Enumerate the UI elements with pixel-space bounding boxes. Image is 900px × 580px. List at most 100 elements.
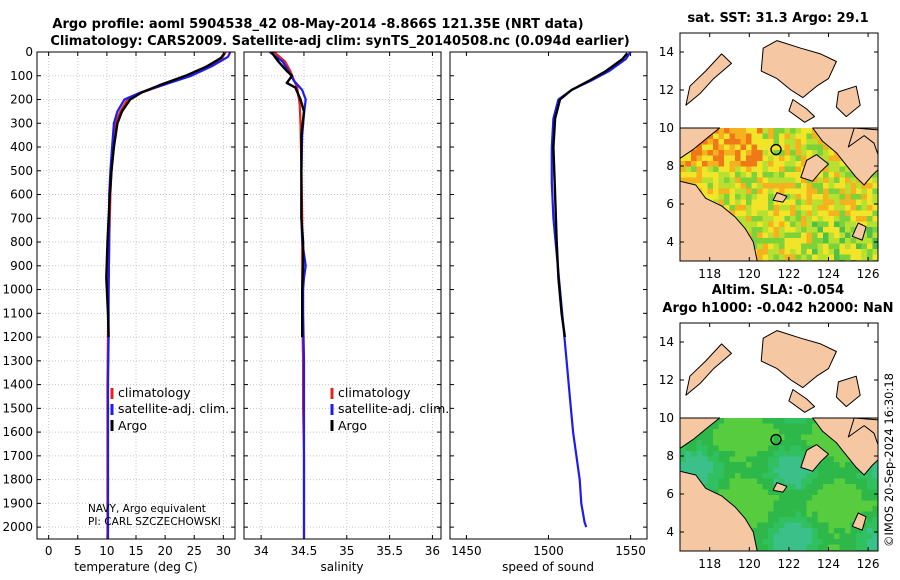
map-cell <box>751 194 758 200</box>
map-cell <box>790 133 796 140</box>
map-cell <box>691 445 697 452</box>
map-cell <box>801 128 807 134</box>
map-cell <box>790 473 796 479</box>
map-cell <box>801 473 807 479</box>
map-cell <box>806 539 813 545</box>
map-cell <box>773 254 780 261</box>
map-cell <box>823 155 829 162</box>
map-cell <box>817 144 824 151</box>
map-cell <box>872 183 878 189</box>
map-cell <box>828 473 835 479</box>
y-tick-label: 800 <box>10 235 33 249</box>
lon-tick-label: 118 <box>698 557 721 571</box>
map-field <box>680 40 878 261</box>
map-cell <box>784 188 791 195</box>
map-cell <box>872 528 878 534</box>
map-cell <box>867 506 873 512</box>
map-cell <box>779 172 785 178</box>
map-cell <box>861 199 868 206</box>
map-cell <box>839 517 846 523</box>
map-cell <box>795 144 802 151</box>
map-cell <box>740 451 747 457</box>
map-cell <box>834 210 840 217</box>
map-cell <box>779 243 785 250</box>
map-cell <box>768 227 774 233</box>
map-cell <box>735 462 741 468</box>
map-cell <box>696 456 703 463</box>
map-cell <box>724 434 730 441</box>
map-cell <box>834 522 840 529</box>
map-cell <box>817 199 824 206</box>
map-cell <box>828 216 835 222</box>
map-cell <box>740 423 747 430</box>
map-cell <box>718 128 725 134</box>
map-cell <box>790 533 796 540</box>
map-cell <box>856 216 862 222</box>
map-cell <box>801 216 807 222</box>
map-cell <box>757 216 763 222</box>
map-cell <box>867 243 873 250</box>
map-cell <box>801 423 807 430</box>
map-cell <box>762 144 769 151</box>
map-cell <box>801 445 807 452</box>
map-cell <box>839 533 846 540</box>
map-cell <box>867 539 873 545</box>
map-cell <box>768 161 774 167</box>
map-cell <box>834 221 840 228</box>
map-cell <box>784 128 791 134</box>
map-cell <box>801 528 807 534</box>
map-cell <box>713 456 719 463</box>
map-cell <box>762 166 769 173</box>
map-cell <box>828 238 835 244</box>
map-cell <box>729 133 736 140</box>
lat-tick-label: 6 <box>666 197 674 211</box>
map-cell <box>784 473 791 479</box>
map-cell <box>751 484 758 490</box>
land-mass <box>847 417 878 446</box>
map-cell <box>856 249 862 255</box>
map-cell <box>713 177 719 184</box>
map-cell <box>823 166 829 173</box>
map-cell <box>735 429 741 435</box>
map-cell <box>795 177 802 184</box>
map-cell <box>867 227 873 233</box>
map-cell <box>795 210 802 217</box>
map-cell <box>861 522 868 529</box>
map-cell <box>790 484 796 490</box>
map-cell <box>817 478 824 485</box>
map-cell <box>867 183 873 189</box>
lat-tick-label: 6 <box>666 487 674 501</box>
map-cell <box>790 528 796 534</box>
map-cell <box>729 161 736 167</box>
map-cell <box>806 144 813 151</box>
y-tick-label: 100 <box>10 69 33 83</box>
map-cell <box>724 418 730 424</box>
map-cell <box>839 456 846 463</box>
map-cell <box>812 232 818 239</box>
map-cell <box>867 478 873 485</box>
map-cell <box>718 440 725 446</box>
map-cell <box>757 227 763 233</box>
map-cell <box>806 506 813 512</box>
map-cell <box>828 462 835 468</box>
map-cell <box>740 194 747 200</box>
map-cell <box>762 522 769 529</box>
map-cell <box>713 150 719 156</box>
map-cell <box>801 133 807 140</box>
map-cell <box>872 210 878 217</box>
map-cell <box>817 440 824 446</box>
map-cell <box>872 500 878 507</box>
map-cell <box>779 177 785 184</box>
map-cell <box>856 484 862 490</box>
map-cell <box>795 418 802 424</box>
map-cell <box>768 511 774 518</box>
map-cell <box>707 445 714 452</box>
map-cell <box>856 205 862 211</box>
map-cell <box>762 172 769 178</box>
map-cell <box>751 133 758 140</box>
map-cell <box>762 216 769 222</box>
map-cell <box>790 544 796 551</box>
map-cell <box>746 423 752 430</box>
legend-label-argo: Argo <box>118 418 147 433</box>
map-cell <box>823 456 829 463</box>
